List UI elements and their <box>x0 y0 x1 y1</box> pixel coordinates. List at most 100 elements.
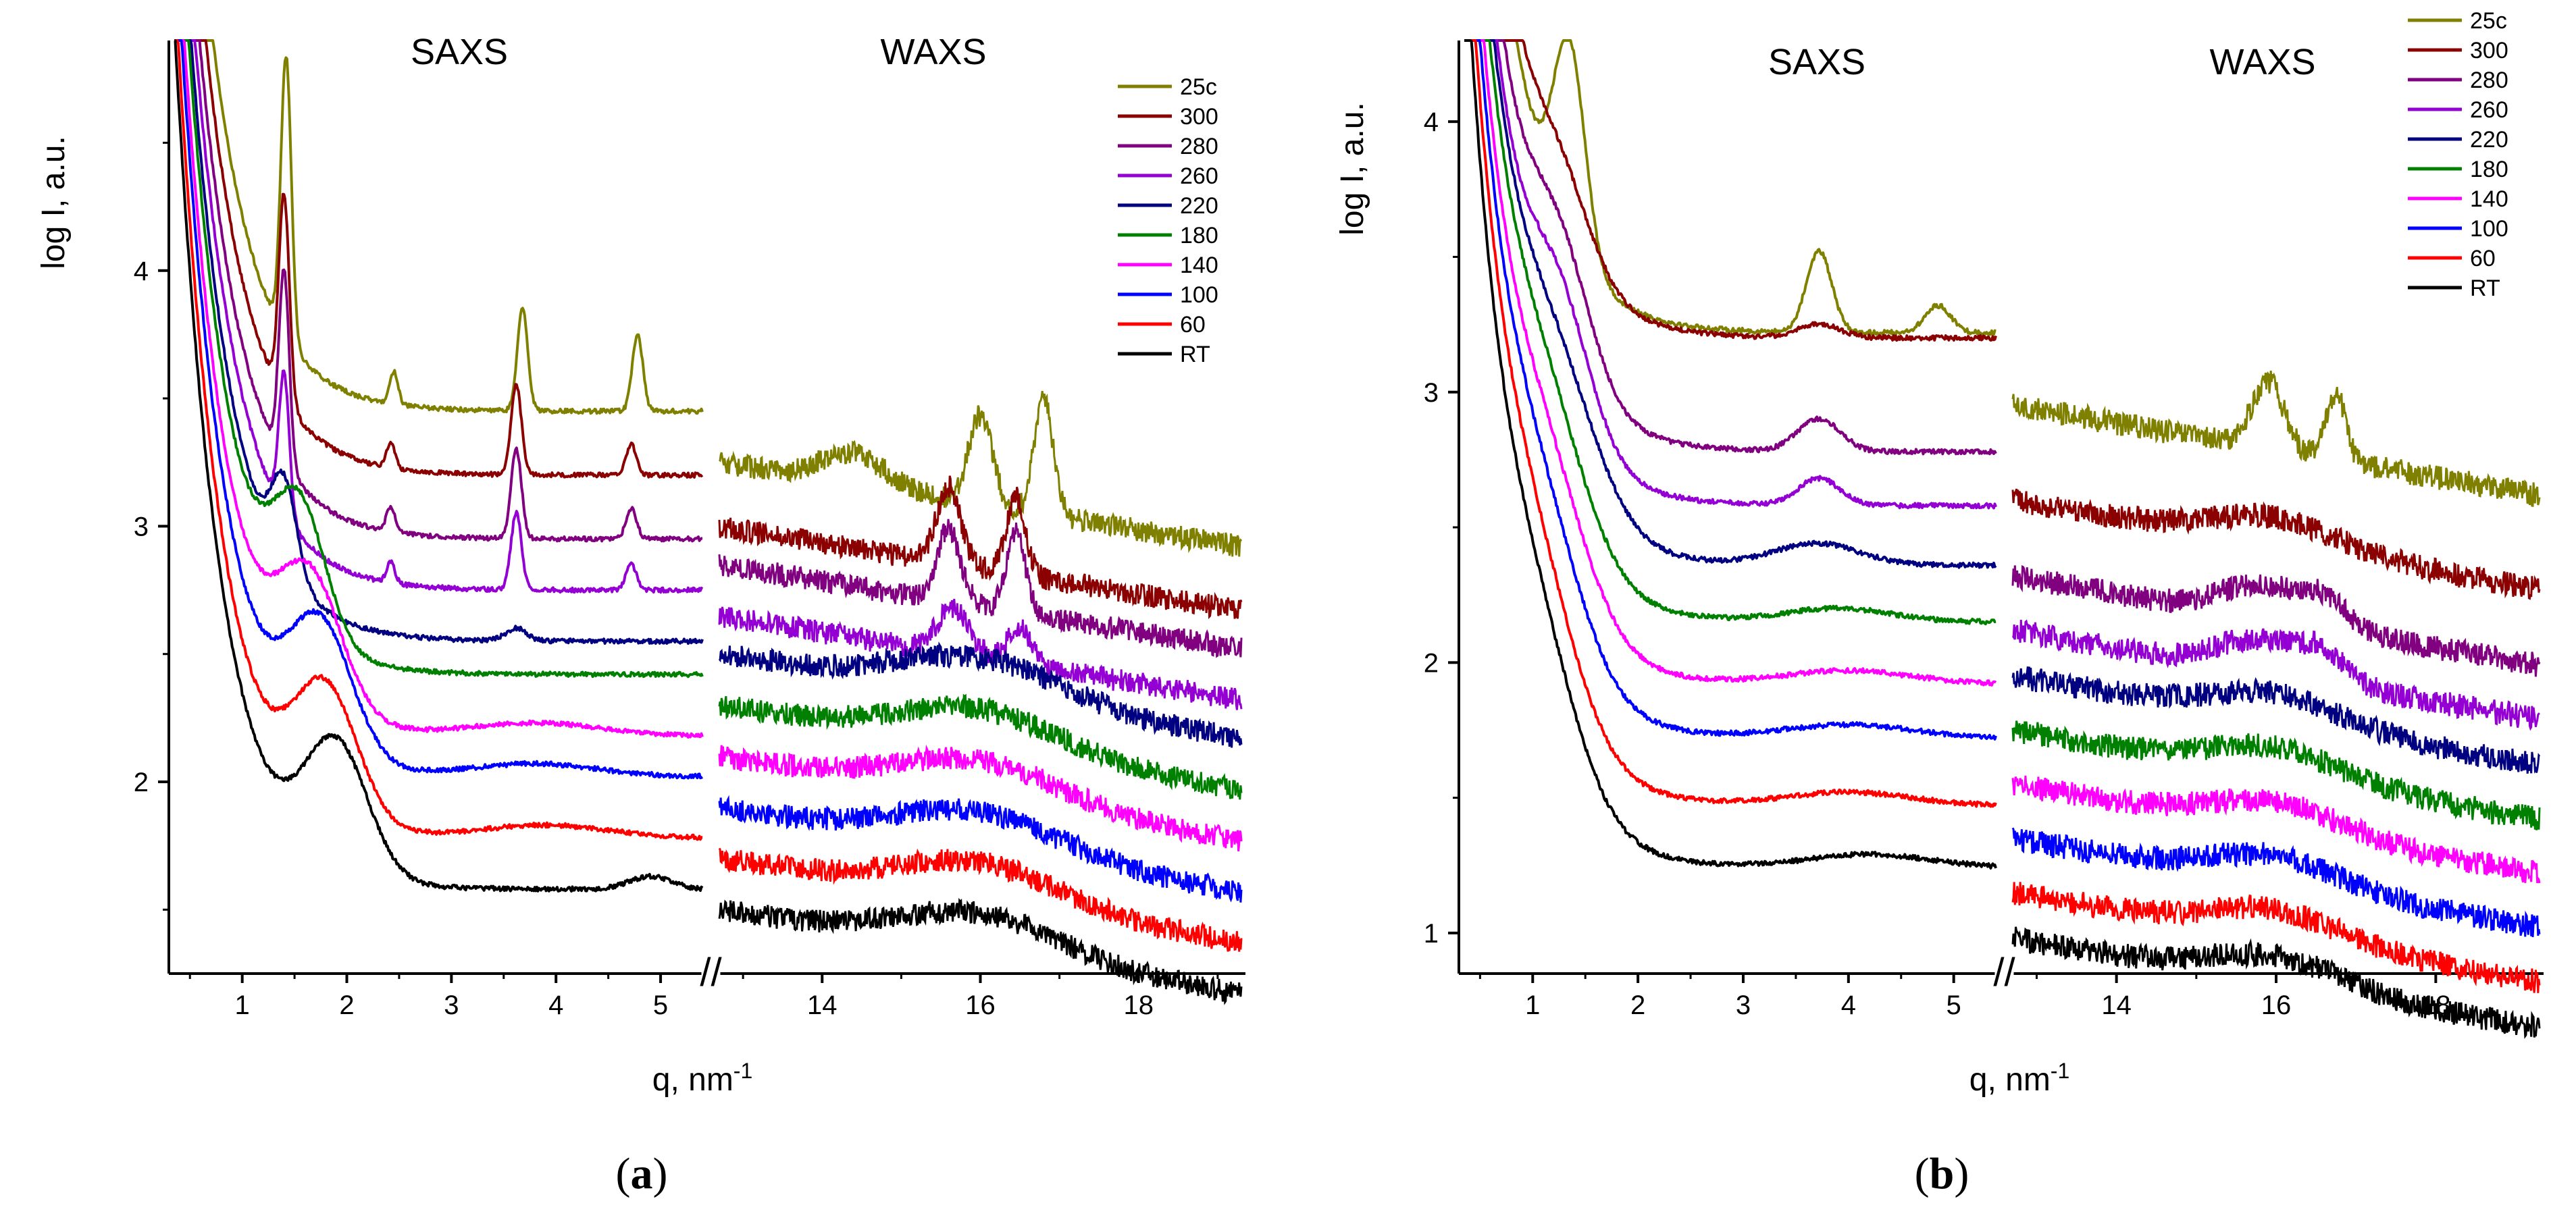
series-line-saxs-100 <box>1464 39 1997 741</box>
x-tick-label: 18 <box>1123 990 1154 1020</box>
x-tick-label: 1 <box>1525 990 1540 1020</box>
section-label-waxs: WAXS <box>880 32 986 72</box>
series-line-waxs-300 <box>718 475 1243 620</box>
series-line-waxs-260 <box>2011 619 2540 731</box>
legend-label-220: 220 <box>1180 193 1218 219</box>
x-tick-label: 16 <box>965 990 996 1020</box>
legend-label-180: 180 <box>2470 157 2508 182</box>
panel-caption: (a) <box>616 1149 668 1198</box>
series-line-waxs-140 <box>718 744 1243 851</box>
y-tick-label: 2 <box>134 768 149 797</box>
axis-break-gap <box>1994 967 2014 980</box>
x-tick-label: 14 <box>2101 990 2132 1020</box>
panel-caption-open: ( <box>616 1149 631 1198</box>
series-line-saxs-60 <box>174 39 703 841</box>
series-line-saxs-25c <box>1464 39 1997 337</box>
x-axis-label-text: q, nm <box>1969 1062 2051 1098</box>
y-tick-label: 3 <box>134 512 149 541</box>
y-axis-label: log I, a.u. <box>36 136 72 269</box>
series-line-saxs-260 <box>1464 39 1997 510</box>
legend-label-280: 280 <box>1180 134 1218 159</box>
series-line-saxs-280 <box>174 39 703 543</box>
legend: 25c 300 280 260 220 180 140 100 60 RT <box>1118 74 1218 367</box>
series-line-saxs-220 <box>174 39 704 645</box>
series-line-saxs-25c <box>174 39 704 415</box>
series-line-saxs-RT <box>1464 39 1997 870</box>
series-line-waxs-RT <box>718 897 1243 1005</box>
x-tick-label: 3 <box>444 990 459 1020</box>
series-line-waxs-RT <box>2011 926 2541 1039</box>
x-tick-label: 5 <box>653 990 668 1020</box>
panel-caption-close: ) <box>653 1149 668 1198</box>
x-tick-label: 5 <box>1947 990 1961 1020</box>
x-axis-label: q, nm-1 <box>652 1059 753 1098</box>
legend-label-300: 300 <box>2470 38 2508 63</box>
series-line-saxs-180 <box>174 39 704 679</box>
series-line-saxs-300 <box>1464 39 1997 342</box>
series-line-waxs-100 <box>718 795 1243 903</box>
series-line-saxs-220 <box>1464 39 1997 569</box>
legend-label-260: 260 <box>1180 163 1218 189</box>
x-axis-label: q, nm-1 <box>1969 1059 2070 1098</box>
legend-label-100: 100 <box>1180 282 1218 308</box>
series-line-saxs-140 <box>174 39 704 739</box>
series-line-waxs-25c <box>719 390 1243 557</box>
legend-label-220: 220 <box>2470 127 2508 153</box>
panel-caption-letter: a <box>631 1149 653 1198</box>
series-line-waxs-220 <box>2011 666 2541 774</box>
x-tick-label: 2 <box>339 990 354 1020</box>
series-line-saxs-60 <box>1464 39 1997 808</box>
series-line-waxs-60 <box>718 847 1243 952</box>
x-tick-label: 3 <box>1736 990 1751 1020</box>
x-tick-label: 1 <box>235 990 250 1020</box>
legend-label-RT: RT <box>1180 342 1210 367</box>
panel-caption-letter: b <box>1930 1149 1955 1198</box>
y-tick-label: 1 <box>1424 919 1439 949</box>
series-line-saxs-260 <box>174 39 704 594</box>
x-axis-label-superscript: -1 <box>733 1059 752 1083</box>
x-tick-label: 2 <box>1630 990 1645 1020</box>
section-label-saxs: SAXS <box>1768 42 1865 82</box>
x-tick-label: 14 <box>807 990 838 1020</box>
x-tick-label: 4 <box>548 990 563 1020</box>
axis-break-gap <box>701 967 721 980</box>
panel-caption-open: ( <box>1915 1149 1930 1198</box>
y-axis-label: log I, a.u. <box>1335 102 1370 235</box>
y-tick-label: 3 <box>1424 378 1439 408</box>
x-tick-label: 16 <box>2261 990 2292 1020</box>
series-line-waxs-100 <box>2011 827 2541 938</box>
section-label-saxs: SAXS <box>411 32 508 72</box>
y-tick-label: 4 <box>134 257 149 286</box>
legend: 25c 300 280 260 220 180 140 100 60 RT <box>2408 8 2508 301</box>
series-line-waxs-60 <box>2011 882 2541 993</box>
legend-label-180: 180 <box>1180 223 1218 248</box>
y-tick-label: 4 <box>1424 107 1439 137</box>
series-line-saxs-RT <box>174 39 704 893</box>
section-label-waxs: WAXS <box>2209 42 2315 82</box>
legend-label-300: 300 <box>1180 104 1218 130</box>
series-line-waxs-140 <box>2011 775 2541 884</box>
legend-label-60: 60 <box>2470 246 2496 271</box>
axis-break-marker: // <box>700 951 722 994</box>
legend-label-25c: 25c <box>2470 8 2507 34</box>
series-line-waxs-180 <box>2011 720 2541 830</box>
legend-label-25c: 25c <box>1180 74 1217 100</box>
legend-label-100: 100 <box>2470 216 2508 242</box>
series-line-saxs-100 <box>174 39 704 780</box>
series-line-saxs-140 <box>1464 39 1997 687</box>
legend-label-RT: RT <box>2470 275 2500 301</box>
series-line-waxs-180 <box>718 693 1243 800</box>
x-axis-label-text: q, nm <box>652 1062 733 1098</box>
series-line-saxs-300 <box>174 39 704 479</box>
series-line-waxs-280 <box>2011 564 2541 677</box>
x-tick-label: 4 <box>1841 990 1856 1020</box>
series-line-waxs-220 <box>718 641 1243 748</box>
x-axis-label-superscript: -1 <box>2051 1059 2069 1083</box>
legend-label-140: 140 <box>2470 186 2508 212</box>
panel-caption: (b) <box>1915 1149 1969 1198</box>
axis-break-marker: // <box>1993 951 2015 994</box>
series-line-saxs-180 <box>1464 39 1997 626</box>
series-line-waxs-280 <box>718 519 1243 658</box>
